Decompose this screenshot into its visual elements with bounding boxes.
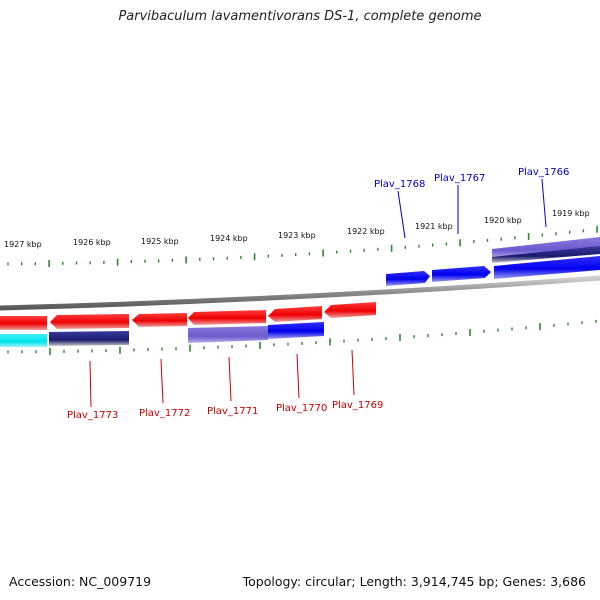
gene-label-plav-1767[interactable]: Plav_1767: [434, 173, 485, 184]
gene-label-plav-1768[interactable]: Plav_1768: [374, 179, 425, 190]
gene-label-leader: [160, 358, 164, 404]
gene-arrow-plav-1768[interactable]: [386, 271, 430, 286]
scale-label: 1927 kbp: [4, 240, 42, 249]
gene-label-plav-1772[interactable]: Plav_1772: [139, 408, 190, 419]
scale-label: 1920 kbp: [484, 216, 522, 225]
scale-label: 1923 kbp: [278, 231, 316, 240]
gene-feature-slate: [492, 237, 600, 259]
scale-label: 1925 kbp: [141, 237, 179, 246]
scale-labels: 1927 kbp 1926 kbp 1925 kbp 1924 kbp 1923…: [4, 209, 590, 249]
gene-arrow-plav-1769[interactable]: [324, 302, 376, 318]
gene-label-plav-1770[interactable]: Plav_1770: [276, 403, 327, 414]
scale-label: 1922 kbp: [347, 227, 385, 236]
gene-label-leader: [541, 178, 547, 228]
topology-text: Topology: circular; Length: 3,914,745 bp…: [242, 574, 586, 589]
gene-arrow-plav-1766[interactable]: [494, 256, 600, 279]
gene-label-leader: [89, 360, 92, 408]
gene-feature-navy: [492, 246, 600, 263]
forward-gene-labels: Plav_1768 Plav_1767 Plav_1766: [374, 167, 569, 239]
genome-backbone: [0, 275, 600, 311]
gene-arrow-plav-1772[interactable]: [132, 313, 187, 327]
accession-text: Accession: NC_009719: [9, 574, 152, 589]
gene-feature-cyan: [0, 334, 47, 347]
gene-label-plav-1773[interactable]: Plav_1773: [67, 410, 118, 421]
forward-strand-track: [386, 237, 600, 286]
gene-feature-slate: [188, 326, 268, 343]
gene-arrow-partial: [0, 316, 47, 330]
gene-label-leader: [296, 353, 300, 399]
gene-label-leader: [351, 349, 355, 396]
gene-feature-blue: [268, 322, 324, 339]
gene-arrow-plav-1767[interactable]: [432, 266, 491, 282]
reverse-gene-labels: Plav_1773 Plav_1772 Plav_1771 Plav_1770 …: [67, 349, 383, 421]
map-title: Parvibaculum lavamentivorans DS-1, compl…: [118, 9, 482, 24]
reverse-strand-track: [0, 302, 376, 347]
gene-arrow-plav-1773[interactable]: [50, 314, 129, 329]
scale-label: 1919 kbp: [552, 209, 590, 218]
gene-arrow-plav-1770[interactable]: [268, 306, 322, 322]
gene-label-plav-1766[interactable]: Plav_1766: [518, 167, 569, 178]
gene-feature-navy: [49, 331, 129, 346]
gene-label-leader: [397, 190, 406, 239]
scale-ticks-outer: [7, 225, 598, 267]
scale-ticks-inner: [7, 319, 597, 355]
scale-label: 1926 kbp: [73, 238, 111, 247]
gene-label-plav-1771[interactable]: Plav_1771: [207, 406, 258, 417]
gene-label-plav-1769[interactable]: Plav_1769: [332, 400, 383, 411]
scale-label: 1921 kbp: [415, 222, 453, 231]
scale-label: 1924 kbp: [210, 234, 248, 243]
gene-label-leader: [228, 356, 232, 402]
gene-arrow-plav-1771[interactable]: [188, 310, 266, 325]
